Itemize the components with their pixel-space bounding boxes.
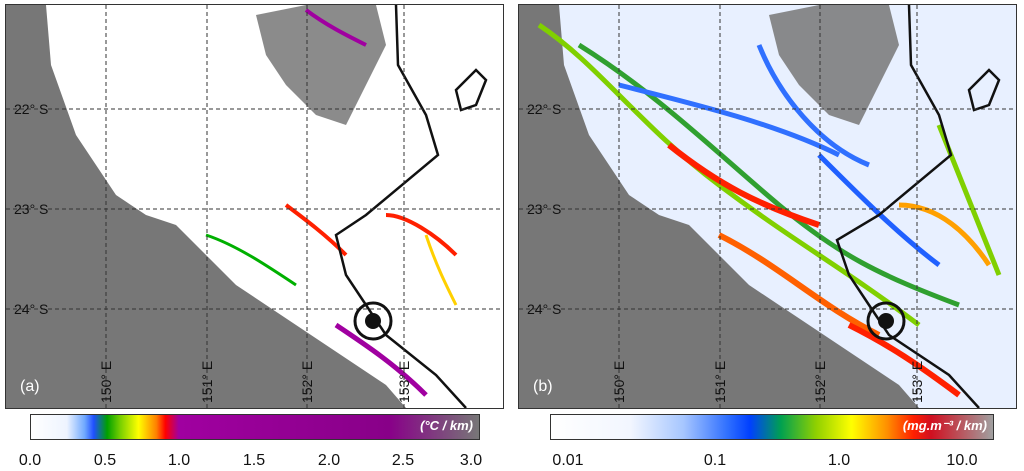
lon-label-151: 151° E [199, 360, 215, 403]
lon-label-152: 152° E [299, 360, 315, 403]
tick-b-3: 10.0 [946, 452, 978, 469]
station-marker-ring [353, 301, 393, 341]
tick-b-0: 0.01 [552, 452, 584, 469]
lat-label-22: 22° S [14, 101, 49, 117]
ship-track [835, 5, 980, 408]
colorbar-a-unit: (°C / km) [420, 418, 473, 433]
map-a-graphic [6, 5, 503, 408]
lat-label-22: 22° S [527, 101, 562, 117]
colorbar-b: (mg.m⁻³ / km) [550, 414, 994, 440]
lon-label-151: 151° E [712, 360, 728, 403]
tick-b-2: 1.0 [827, 452, 851, 469]
lat-label-23: 23° S [14, 201, 49, 217]
map-panel-b: 22° S 23° S 24° S 150° E 151° E 152° E 1… [518, 4, 1017, 409]
lon-label-153: 153° E [909, 360, 925, 403]
map-b-graphic [519, 5, 1016, 408]
panel-label-b: (b) [533, 378, 553, 395]
lat-label-24: 24° S [14, 301, 49, 317]
land-islands-north [256, 5, 386, 125]
lon-label-150: 150° E [611, 360, 627, 403]
lon-label-152: 152° E [812, 360, 828, 403]
tick-a-5: 2.5 [391, 452, 415, 469]
tick-a-2: 1.0 [167, 452, 191, 469]
tick-a-4: 2.0 [317, 452, 341, 469]
lon-label-150: 150° E [98, 360, 114, 403]
tick-a-0: 0.0 [18, 452, 42, 469]
colorbar-b-unit: (mg.m⁻³ / km) [902, 418, 987, 433]
tick-b-1: 0.1 [703, 452, 727, 469]
panel-label-a: (a) [20, 378, 40, 395]
land-islands-north [769, 5, 899, 125]
lat-label-23: 23° S [527, 201, 562, 217]
tick-a-1: 0.5 [93, 452, 117, 469]
station-marker-dot [878, 313, 894, 329]
station-marker-dot [365, 313, 381, 329]
station-marker-ring [866, 301, 906, 341]
tick-a-3: 1.5 [242, 452, 266, 469]
lat-label-24: 24° S [527, 301, 562, 317]
lon-label-153: 153° E [396, 360, 412, 403]
map-panel-a: 22° S 23° S 24° S 150° E 151° E 152° E 1… [5, 4, 504, 409]
tick-a-6: 3.0 [459, 452, 483, 469]
ship-track [334, 5, 467, 408]
colorbar-a: (°C / km) [30, 414, 480, 440]
